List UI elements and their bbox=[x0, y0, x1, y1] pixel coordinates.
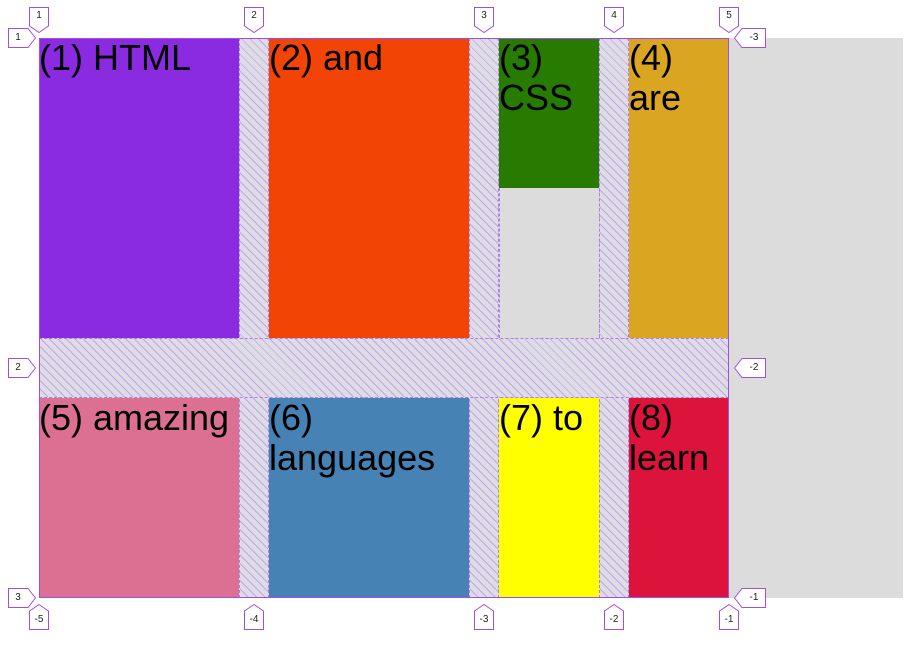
grid-item-4: (4) are bbox=[629, 38, 729, 338]
column-number-badge: -2 bbox=[604, 604, 624, 630]
column-number-badge: 3 bbox=[474, 7, 494, 33]
grid-item-5: (5) amazing bbox=[39, 398, 239, 598]
grid-line-dashed bbox=[599, 188, 600, 338]
row-number-badge: -1 bbox=[734, 588, 766, 608]
row-number-badge: 3 bbox=[8, 588, 36, 608]
column-number-badge: 4 bbox=[604, 7, 624, 33]
grid-item-7: (7) to bbox=[499, 398, 599, 598]
grid-item-2: (2) and bbox=[269, 38, 469, 338]
grid-item-1: (1) HTML bbox=[39, 38, 239, 338]
column-gap-3 bbox=[599, 38, 629, 598]
column-gap-2 bbox=[469, 38, 499, 598]
grid-item-8: (8) learn bbox=[629, 398, 729, 598]
grid-item-3: (3) CSS bbox=[499, 38, 599, 188]
row-number-badge: -2 bbox=[734, 358, 766, 378]
grid-item-6: (6) languages bbox=[269, 398, 469, 598]
column-gap-1 bbox=[239, 38, 269, 598]
row-number-badge: 1 bbox=[8, 28, 36, 48]
grid-line-dashed bbox=[499, 188, 500, 338]
column-number-badge: 2 bbox=[244, 7, 264, 33]
column-number-badge: -4 bbox=[244, 604, 264, 630]
row-number-badge: -3 bbox=[734, 28, 766, 48]
row-gap-1 bbox=[39, 338, 729, 398]
row-number-badge: 2 bbox=[8, 358, 36, 378]
column-number-badge: -3 bbox=[474, 604, 494, 630]
